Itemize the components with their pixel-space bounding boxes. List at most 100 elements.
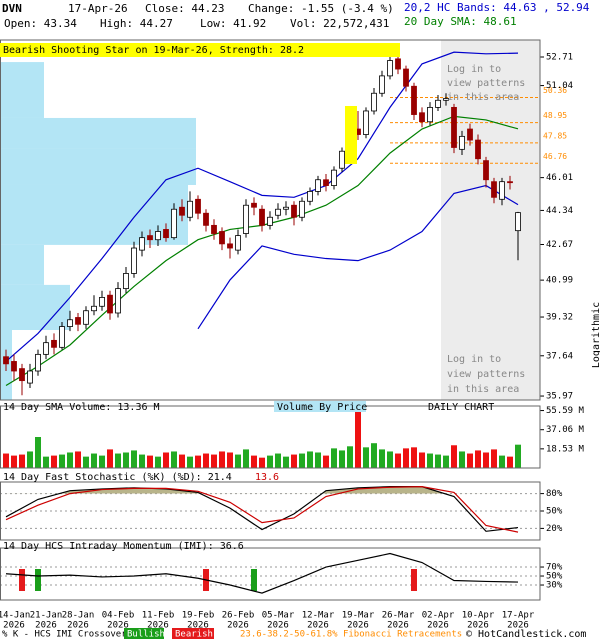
- date: 17-Apr-26: [68, 2, 128, 15]
- volume-bar: [315, 452, 321, 468]
- candle-body: [27, 370, 33, 384]
- line-series: [5, 486, 519, 532]
- volume-bar: [467, 453, 473, 468]
- volume-bar: [491, 449, 497, 468]
- ticker: DVN: [2, 2, 22, 15]
- volume-bar: [323, 455, 329, 468]
- volume-bar: [515, 444, 521, 468]
- candle-body: [51, 339, 57, 348]
- legend-entry: Bullish: [127, 630, 165, 640]
- line-series: [5, 486, 519, 533]
- fib-legend: 23.6-38.2-50-61.8% Fibonacci Retracement…: [240, 630, 462, 640]
- close: Close: 44.23: [145, 2, 224, 15]
- x-tick-label: 26-Mar: [382, 611, 415, 621]
- y-tick-label: 80%: [546, 489, 563, 499]
- volume-bar: [227, 452, 233, 468]
- candle-body: [211, 224, 217, 234]
- volume-bar: [107, 449, 113, 468]
- stoch-d-value: 13.6: [255, 472, 279, 483]
- x-tick-label: 26-Feb: [222, 611, 255, 621]
- y-tick-label: 37.06 M: [546, 425, 585, 435]
- volume-bar: [259, 457, 265, 468]
- candle-body: [427, 106, 433, 123]
- y-tick-label: 70%: [546, 563, 563, 573]
- volume-bar: [75, 451, 81, 468]
- volume-bar: [267, 455, 273, 468]
- x-tick-year: 2026: [3, 621, 25, 631]
- x-tick-label: 12-Mar: [302, 611, 335, 621]
- volume-bar: [187, 456, 193, 468]
- candle-body: [99, 296, 105, 307]
- candle-body: [363, 110, 369, 135]
- candle-body: [43, 342, 49, 355]
- x-tick-year: 2026: [147, 621, 169, 631]
- x-tick-year: 2026: [267, 621, 289, 631]
- volume-bar: [91, 453, 97, 468]
- line-series: [5, 51, 519, 362]
- daily-chart-label: DAILY CHART: [428, 402, 494, 413]
- candle-body: [323, 179, 329, 186]
- volume-by-price-bar: [0, 117, 196, 149]
- panel-frame: [0, 405, 541, 469]
- panel-frame: [0, 547, 541, 601]
- volume-bar: [331, 448, 337, 468]
- x-tick-year: 2026: [387, 621, 409, 631]
- volume-bar: [155, 456, 161, 468]
- plot-layer: 50.36 48.95 47.85 46.76 35.97 37.64 39.32 40.99…: [0, 39, 585, 631]
- x-tick-label: 11-Feb: [142, 611, 175, 621]
- volume-bar: [387, 451, 393, 468]
- volume-by-price-bar: [0, 148, 196, 185]
- volume-bar: [411, 447, 417, 468]
- candle-body: [35, 353, 41, 372]
- candle-body: [291, 204, 297, 218]
- y-tick-label: 35.97: [546, 392, 573, 402]
- login-note: view patterns: [447, 369, 525, 380]
- volume-bar: [99, 455, 105, 468]
- candle-body: [411, 85, 417, 115]
- signal-bar: [35, 569, 41, 591]
- candle-body: [251, 202, 257, 208]
- legend-entry: Bearish: [175, 630, 213, 640]
- candle-body: [227, 243, 233, 249]
- volume-bar: [427, 453, 433, 468]
- volume-bar: [459, 451, 465, 468]
- candle-body: [371, 92, 377, 112]
- volume-bar: [35, 437, 41, 468]
- candle-body: [107, 294, 113, 314]
- volume-bar: [195, 455, 201, 468]
- candle-body: [339, 150, 345, 169]
- candle-body: [467, 128, 473, 141]
- volume-bar: [379, 449, 385, 468]
- x-tick-year: 2026: [67, 621, 89, 631]
- signal-bar: [251, 569, 257, 591]
- candle-body: [507, 181, 513, 184]
- y-tick-label: 37.64: [546, 351, 573, 361]
- x-tick-label: 17-Apr: [502, 611, 535, 621]
- y-tick-label: 39.32: [546, 313, 573, 323]
- x-tick-label: 28-Jan: [62, 611, 95, 621]
- candle-body: [307, 191, 313, 202]
- candle-body: [419, 112, 425, 123]
- candle-body: [171, 208, 177, 239]
- axis-label: Logarithmic: [591, 302, 600, 368]
- candle-body: [131, 247, 137, 274]
- stoch-title: 14 Day Fast Stochastic (%K) (%D): 21.4: [3, 472, 232, 483]
- y-tick-label: 40.99: [546, 276, 573, 286]
- volume-bar: [139, 454, 145, 468]
- y-tick-label: 44.34: [546, 206, 573, 216]
- candle-body: [443, 98, 449, 101]
- candle-body: [19, 368, 25, 382]
- volume-by-price-bar: [0, 62, 44, 118]
- candle-body: [115, 288, 121, 314]
- y-tick-label: 30%: [546, 581, 563, 591]
- candle-body: [387, 60, 393, 77]
- x-tick-year: 2026: [427, 621, 449, 631]
- candle-body: [195, 198, 201, 214]
- candle-body: [147, 235, 153, 241]
- candle-body: [483, 160, 489, 181]
- x-tick-year: 2026: [467, 621, 489, 631]
- login-note: Log in to: [447, 64, 501, 75]
- candle-body: [403, 68, 409, 87]
- crossover-label: % K - HCS IMI Crossover:: [2, 630, 132, 640]
- volume-bar: [371, 443, 377, 468]
